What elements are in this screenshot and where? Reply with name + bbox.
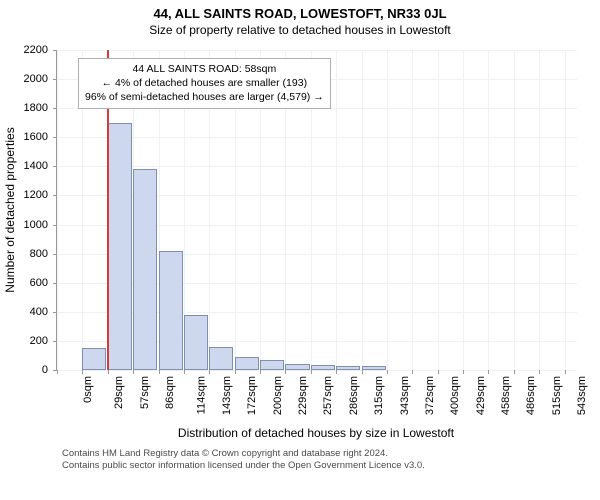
ytick-label: 800 bbox=[8, 248, 48, 260]
chart-subtitle: Size of property relative to detached ho… bbox=[0, 21, 600, 37]
gridline-vertical bbox=[488, 50, 489, 370]
histogram-bar bbox=[108, 123, 132, 370]
gridline-vertical bbox=[539, 50, 540, 370]
gridline-vertical bbox=[514, 50, 515, 370]
xtick-mark bbox=[235, 370, 236, 374]
xtick-mark bbox=[209, 370, 210, 374]
x-axis-label: Distribution of detached houses by size … bbox=[56, 426, 576, 440]
footnote: Contains HM Land Registry data © Crown c… bbox=[62, 448, 425, 473]
xtick-mark bbox=[412, 370, 413, 374]
xtick-label: 458sqm bbox=[500, 376, 512, 415]
ytick-label: 2000 bbox=[8, 73, 48, 85]
histogram-bar bbox=[133, 169, 157, 370]
ytick-label: 400 bbox=[8, 306, 48, 318]
xtick-label: 343sqm bbox=[399, 376, 411, 415]
gridline-vertical bbox=[438, 50, 439, 370]
xtick-mark bbox=[463, 370, 464, 374]
histogram-bar bbox=[235, 357, 259, 370]
annotation-box: 44 ALL SAINTS ROAD: 58sqm ← 4% of detach… bbox=[78, 58, 331, 109]
footnote-line: Contains public sector information licen… bbox=[62, 460, 425, 472]
xtick-mark bbox=[184, 370, 185, 374]
gridline-vertical bbox=[362, 50, 363, 370]
xtick-label: 372sqm bbox=[424, 376, 436, 415]
histogram-bar bbox=[209, 347, 233, 370]
ytick-label: 1200 bbox=[8, 189, 48, 201]
xtick-label: 143sqm bbox=[221, 376, 233, 415]
xtick-mark bbox=[539, 370, 540, 374]
histogram-bar bbox=[336, 366, 360, 370]
xtick-label: 286sqm bbox=[348, 376, 360, 415]
xtick-label: 86sqm bbox=[164, 376, 176, 409]
ytick-label: 600 bbox=[8, 277, 48, 289]
xtick-label: 257sqm bbox=[323, 376, 335, 415]
xtick-label: 200sqm bbox=[272, 376, 284, 415]
xtick-mark bbox=[565, 370, 566, 374]
ytick-label: 1400 bbox=[8, 160, 48, 172]
chart-title: 44, ALL SAINTS ROAD, LOWESTOFT, NR33 0JL bbox=[0, 0, 600, 21]
gridline-vertical bbox=[463, 50, 464, 370]
xtick-label: 229sqm bbox=[297, 376, 309, 415]
gridline-horizontal bbox=[57, 166, 577, 167]
gridline-horizontal bbox=[57, 137, 577, 138]
xtick-label: 172sqm bbox=[246, 376, 258, 415]
histogram-bar bbox=[285, 364, 309, 370]
gridline-vertical bbox=[57, 50, 58, 370]
ytick-label: 1600 bbox=[8, 131, 48, 143]
histogram-bar bbox=[311, 365, 335, 370]
annotation-line: 44 ALL SAINTS ROAD: 58sqm bbox=[85, 62, 324, 76]
gridline-vertical bbox=[412, 50, 413, 370]
xtick-label: 400sqm bbox=[449, 376, 461, 415]
xtick-mark bbox=[336, 370, 337, 374]
gridline-horizontal bbox=[57, 50, 577, 51]
gridline-vertical bbox=[387, 50, 388, 370]
xtick-mark bbox=[57, 370, 58, 374]
xtick-mark bbox=[82, 370, 83, 374]
xtick-mark bbox=[260, 370, 261, 374]
gridline-horizontal bbox=[57, 370, 577, 371]
xtick-label: 114sqm bbox=[195, 376, 207, 414]
ytick-label: 0 bbox=[8, 364, 48, 376]
y-axis-label: Number of detached properties bbox=[3, 127, 17, 292]
xtick-label: 543sqm bbox=[576, 376, 588, 415]
ytick-label: 1800 bbox=[8, 102, 48, 114]
xtick-mark bbox=[438, 370, 439, 374]
xtick-mark bbox=[133, 370, 134, 374]
gridline-vertical bbox=[565, 50, 566, 370]
histogram-bar bbox=[362, 366, 386, 370]
xtick-mark bbox=[108, 370, 109, 374]
ytick-label: 1000 bbox=[8, 219, 48, 231]
histogram-bar bbox=[159, 251, 183, 370]
xtick-label: 29sqm bbox=[113, 376, 125, 409]
xtick-label: 486sqm bbox=[526, 376, 538, 415]
histogram-bar bbox=[82, 348, 106, 370]
histogram-bar bbox=[260, 360, 284, 370]
xtick-label: 429sqm bbox=[475, 376, 487, 415]
xtick-label: 515sqm bbox=[551, 376, 563, 415]
xtick-mark bbox=[311, 370, 312, 374]
annotation-line: 96% of semi-detached houses are larger (… bbox=[85, 90, 324, 104]
xtick-mark bbox=[514, 370, 515, 374]
xtick-mark bbox=[285, 370, 286, 374]
xtick-mark bbox=[362, 370, 363, 374]
xtick-mark bbox=[159, 370, 160, 374]
ytick-label: 200 bbox=[8, 335, 48, 347]
annotation-line: ← 4% of detached houses are smaller (193… bbox=[85, 76, 324, 90]
xtick-label: 0sqm bbox=[82, 376, 94, 403]
gridline-vertical bbox=[336, 50, 337, 370]
histogram-bar bbox=[184, 315, 208, 370]
ytick-label: 2200 bbox=[8, 44, 48, 56]
footnote-line: Contains HM Land Registry data © Crown c… bbox=[62, 448, 425, 460]
xtick-mark bbox=[488, 370, 489, 374]
xtick-mark bbox=[387, 370, 388, 374]
xtick-label: 57sqm bbox=[139, 376, 151, 409]
xtick-label: 315sqm bbox=[373, 376, 385, 415]
